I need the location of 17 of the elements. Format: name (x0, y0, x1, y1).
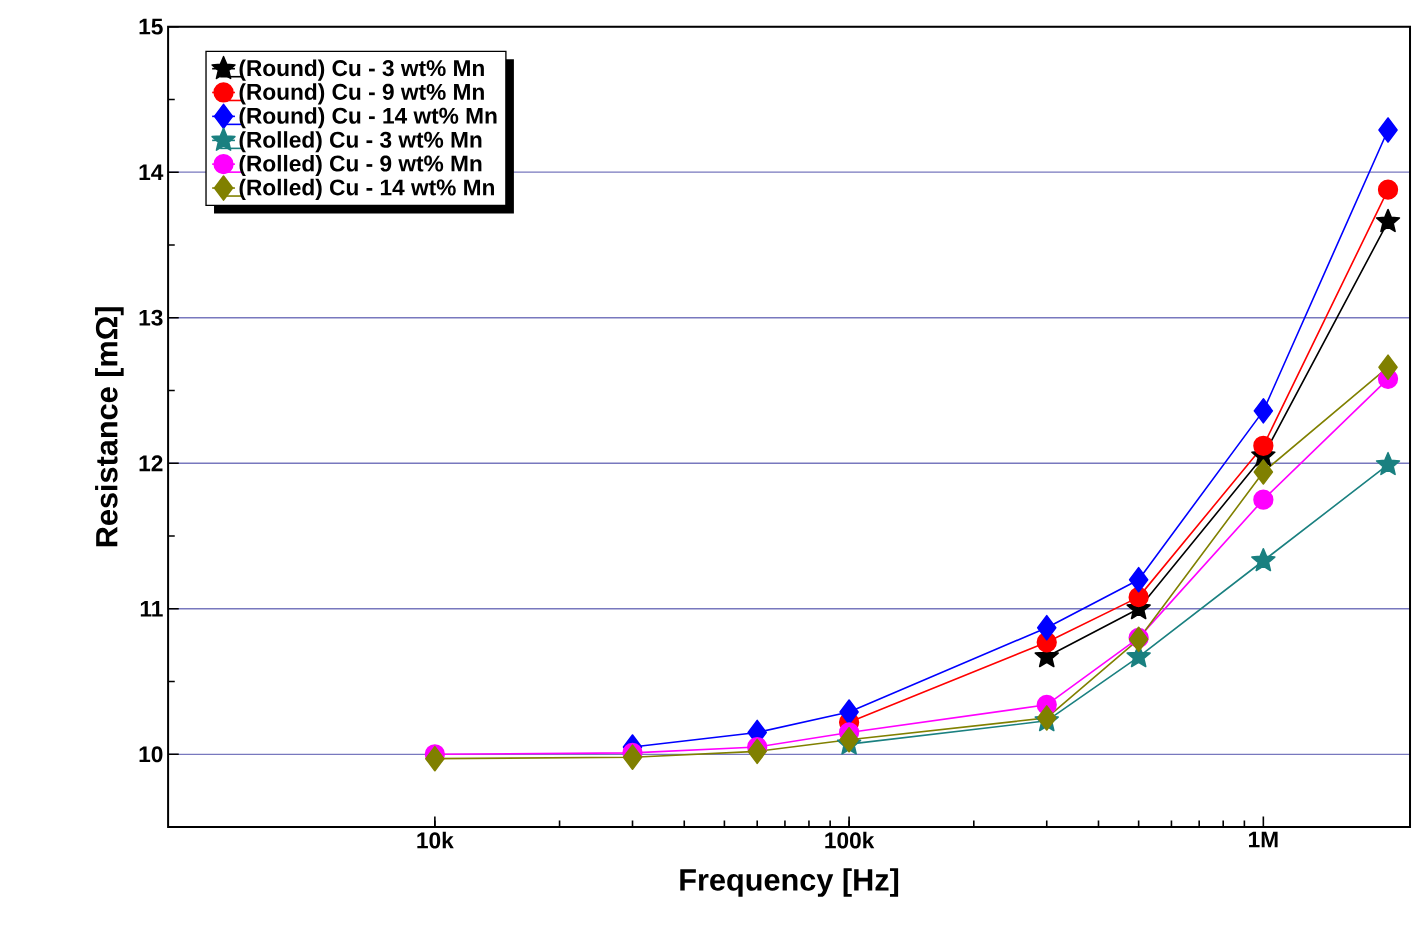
legend-label: (Rolled) Cu - 14 wt% Mn (239, 178, 494, 200)
y-tick-label: 11 (140, 600, 163, 617)
x-tick-label: 1M (1249, 831, 1278, 848)
y-tick-label: 10 (139, 746, 163, 763)
legend-label: (Rolled) Cu - 3 wt% Mn (239, 131, 482, 153)
x-tick-label: 100k (825, 831, 875, 849)
legend-label: (Rolled) Cu - 9 wt% Mn (239, 154, 482, 177)
x-axis-title: Frequency [Hz] (680, 868, 899, 897)
y-tick-label: 13 (139, 309, 163, 326)
y-axis-title: Resistance [mΩ] (95, 307, 124, 547)
legend-label: (Round) Cu - 14 wt% Mn (239, 107, 497, 129)
y-tick-label: 15 (139, 18, 163, 35)
y-tick-label: 14 (139, 164, 164, 180)
x-tick-label: 10k (417, 831, 454, 849)
legend-label: (Round) Cu - 3 wt% Mn (239, 59, 484, 81)
legend-label: (Round) Cu - 9 wt% Mn (239, 83, 484, 105)
y-tick-label: 12 (139, 455, 163, 472)
